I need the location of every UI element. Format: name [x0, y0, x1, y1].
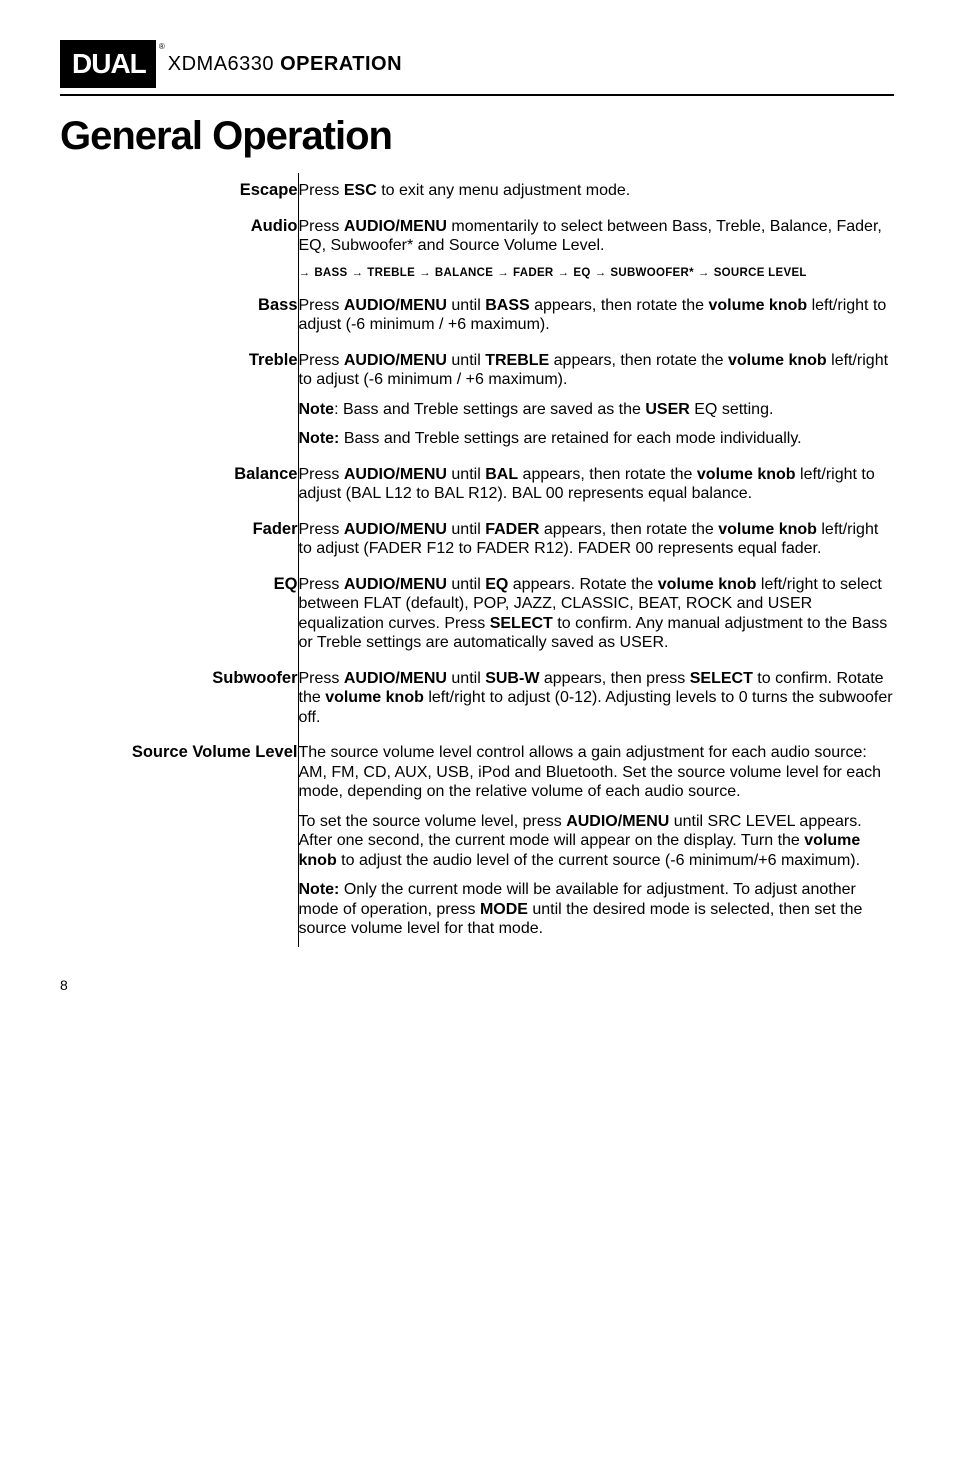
row-label: EQ — [60, 567, 298, 661]
flow-step: SUBWOOFER* — [610, 266, 694, 280]
model-number: XDMA6330 — [168, 53, 274, 75]
audio-flow-sequence: → BASS → TREBLE → BALANCE → FADER → EQ →… — [299, 266, 895, 280]
row-label: Treble — [60, 343, 298, 457]
definition-row: TreblePress AUDIO/MENU until TREBLE appe… — [60, 343, 894, 457]
header-title: XDMA6330 OPERATION — [168, 53, 402, 76]
row-label: Escape — [60, 173, 298, 209]
definition-row: EscapePress ESC to exit any menu adjustm… — [60, 173, 894, 209]
body-paragraph: Press AUDIO/MENU until FADER appears, th… — [299, 520, 895, 559]
row-label: Balance — [60, 457, 298, 512]
page-title: General Operation — [60, 114, 894, 159]
row-body: Press ESC to exit any menu adjustment mo… — [298, 173, 894, 209]
body-paragraph: Note: Bass and Treble settings are saved… — [299, 400, 895, 420]
logo-text: DUAL — [72, 48, 146, 79]
body-paragraph: To set the source volume level, press AU… — [299, 812, 895, 871]
definition-row: BassPress AUDIO/MENU until BASS appears,… — [60, 288, 894, 343]
definition-row: EQPress AUDIO/MENU until EQ appears. Rot… — [60, 567, 894, 661]
row-body: Press AUDIO/MENU until FADER appears, th… — [298, 512, 894, 567]
body-paragraph: Press AUDIO/MENU momentarily to select b… — [299, 217, 895, 256]
registered-icon: ® — [159, 42, 164, 51]
body-paragraph: Note: Bass and Treble settings are retai… — [299, 429, 895, 449]
flow-arrow-icon: → — [698, 266, 710, 280]
brand-logo: DUAL ® — [60, 40, 156, 88]
body-paragraph: Press AUDIO/MENU until EQ appears. Rotat… — [299, 575, 895, 653]
row-label: Source Volume Level — [60, 735, 298, 947]
row-body: Press AUDIO/MENU momentarily to select b… — [298, 209, 894, 288]
flow-step: TREBLE — [367, 266, 415, 280]
page-header: DUAL ® XDMA6330 OPERATION — [60, 40, 894, 88]
body-paragraph: The source volume level control allows a… — [299, 743, 895, 802]
row-body: Press AUDIO/MENU until TREBLE appears, t… — [298, 343, 894, 457]
row-body: Press AUDIO/MENU until BASS appears, the… — [298, 288, 894, 343]
body-paragraph: Press AUDIO/MENU until BAL appears, then… — [299, 465, 895, 504]
page-number: 8 — [60, 977, 894, 993]
definition-row: AudioPress AUDIO/MENU momentarily to sel… — [60, 209, 894, 288]
flow-arrow-icon: → — [299, 266, 311, 280]
flow-step: BASS — [314, 266, 347, 280]
body-paragraph: Press AUDIO/MENU until TREBLE appears, t… — [299, 351, 895, 390]
flow-arrow-icon: → — [351, 266, 363, 280]
row-label: Audio — [60, 209, 298, 288]
definition-row: BalancePress AUDIO/MENU until BAL appear… — [60, 457, 894, 512]
definition-row: SubwooferPress AUDIO/MENU until SUB-W ap… — [60, 661, 894, 736]
body-paragraph: Press ESC to exit any menu adjustment mo… — [299, 181, 895, 201]
definition-row: Source Volume LevelThe source volume lev… — [60, 735, 894, 947]
flow-arrow-icon: → — [497, 266, 509, 280]
definition-row: FaderPress AUDIO/MENU until FADER appear… — [60, 512, 894, 567]
flow-step: EQ — [573, 266, 590, 280]
body-paragraph: Note: Only the current mode will be avai… — [299, 880, 895, 939]
row-label: Bass — [60, 288, 298, 343]
row-body: Press AUDIO/MENU until BAL appears, then… — [298, 457, 894, 512]
row-body: The source volume level control allows a… — [298, 735, 894, 947]
definition-table: EscapePress ESC to exit any menu adjustm… — [60, 173, 894, 947]
row-body: Press AUDIO/MENU until EQ appears. Rotat… — [298, 567, 894, 661]
flow-step: SOURCE LEVEL — [714, 266, 807, 280]
flow-arrow-icon: → — [595, 266, 607, 280]
body-paragraph: Press AUDIO/MENU until SUB-W appears, th… — [299, 669, 895, 728]
row-label: Subwoofer — [60, 661, 298, 736]
header-rule — [60, 94, 894, 96]
flow-arrow-icon: → — [419, 266, 431, 280]
operation-label: OPERATION — [280, 53, 402, 75]
row-label: Fader — [60, 512, 298, 567]
flow-arrow-icon: → — [558, 266, 570, 280]
row-body: Press AUDIO/MENU until SUB-W appears, th… — [298, 661, 894, 736]
body-paragraph: Press AUDIO/MENU until BASS appears, the… — [299, 296, 895, 335]
flow-step: BALANCE — [435, 266, 493, 280]
flow-step: FADER — [513, 266, 553, 280]
